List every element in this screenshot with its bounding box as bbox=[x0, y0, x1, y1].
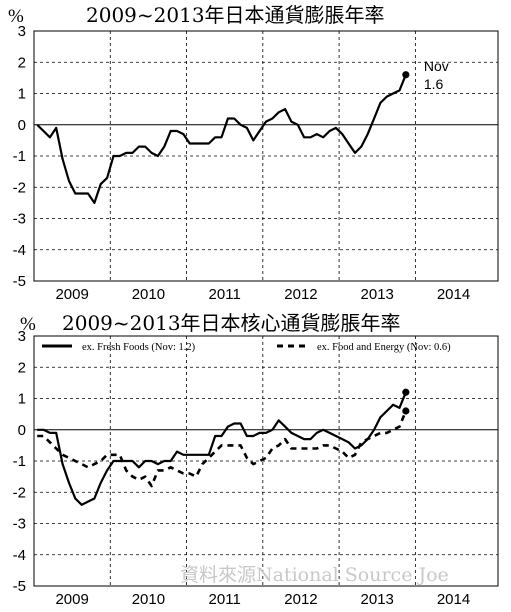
y-tick-label: 1 bbox=[18, 391, 26, 408]
y-tick-label: 2 bbox=[18, 54, 26, 71]
series-endpoint-1 bbox=[402, 388, 410, 396]
core-gridlines bbox=[34, 336, 498, 586]
core-cpi-chart: % 2009~2013年日本核心通貨膨脹年率 3 2 1 0 -1 -2 -3 -4 -5 20… bbox=[13, 311, 499, 608]
y-tick-label: -4 bbox=[13, 547, 26, 564]
y-tick-label: -3 bbox=[13, 211, 26, 228]
cpi-annotation-month: Nov bbox=[424, 58, 449, 74]
y-tick-label: -5 bbox=[13, 578, 26, 595]
core-legend: ex. Fresh Foods (Nov: 1.2) ex. Food and … bbox=[42, 342, 451, 353]
core-series bbox=[37, 388, 410, 506]
cpi-x-axis: 2009 2010 2011 2012 2013 2014 bbox=[55, 286, 470, 303]
x-tick-label: 2011 bbox=[209, 286, 241, 303]
cpi-series bbox=[36, 71, 410, 204]
y-tick-label: 0 bbox=[18, 117, 26, 134]
x-tick-label: 2014 bbox=[437, 591, 470, 608]
core-unit-label: % bbox=[20, 314, 36, 335]
core-y-axis: 3 2 1 0 -1 -2 -3 -4 -5 bbox=[13, 328, 26, 595]
x-tick-label: 2009 bbox=[55, 591, 88, 608]
series-line-2 bbox=[37, 410, 408, 488]
core-x-axis: 2009 2010 2011 2012 2013 2014 bbox=[55, 591, 470, 608]
x-tick-label: 2009 bbox=[55, 286, 88, 303]
y-tick-label: -3 bbox=[13, 516, 26, 533]
x-tick-label: 2010 bbox=[132, 286, 165, 303]
source-watermark: 資料來源National Source Joe bbox=[180, 564, 449, 586]
y-tick-label: 1 bbox=[18, 86, 26, 103]
cpi-y-axis: 3 2 1 0 -1 -2 -3 -4 -5 bbox=[13, 23, 26, 290]
y-tick-label: -4 bbox=[13, 242, 26, 259]
y-tick-label: -1 bbox=[13, 148, 26, 165]
legend-label-food-energy: ex. Food and Energy (Nov: 0.6) bbox=[317, 342, 451, 353]
y-tick-label: 3 bbox=[18, 23, 26, 40]
x-tick-label: 2012 bbox=[284, 591, 317, 608]
y-tick-label: -2 bbox=[13, 179, 26, 196]
y-tick-label: -1 bbox=[13, 453, 26, 470]
y-tick-label: 3 bbox=[18, 328, 26, 345]
x-tick-label: 2013 bbox=[361, 591, 394, 608]
cpi-plot-frame bbox=[33, 30, 499, 282]
y-tick-label: 2 bbox=[18, 359, 26, 376]
series-endpoint-2 bbox=[402, 407, 410, 415]
y-tick-label: 0 bbox=[18, 422, 26, 439]
cpi-unit-label: % bbox=[8, 6, 24, 27]
cpi-annotation-value: 1.6 bbox=[424, 76, 444, 92]
series-endpoint-1 bbox=[402, 71, 410, 79]
series-line-1 bbox=[37, 391, 407, 506]
y-tick-label: -2 bbox=[13, 484, 26, 501]
y-tick-label: -5 bbox=[13, 273, 26, 290]
core-chart-title: 2009~2013年日本核心通貨膨脹年率 bbox=[62, 311, 401, 335]
series-line-1 bbox=[36, 74, 407, 204]
x-tick-label: 2013 bbox=[361, 286, 394, 303]
cpi-gridlines bbox=[34, 31, 498, 281]
x-tick-label: 2012 bbox=[284, 286, 317, 303]
legend-label-fresh-foods: ex. Fresh Foods (Nov: 1.2) bbox=[82, 342, 196, 353]
x-tick-label: 2010 bbox=[132, 591, 165, 608]
cpi-chart-title: 2009~2013年日本通貨膨脹年率 bbox=[86, 3, 385, 27]
core-plot-frame bbox=[33, 335, 499, 587]
x-tick-label: 2011 bbox=[209, 591, 241, 608]
x-tick-label: 2014 bbox=[437, 286, 470, 303]
cpi-chart: % 2009~2013年日本通貨膨脹年率 3 2 1 0 -1 -2 -3 -4 -5 2009… bbox=[8, 3, 499, 303]
